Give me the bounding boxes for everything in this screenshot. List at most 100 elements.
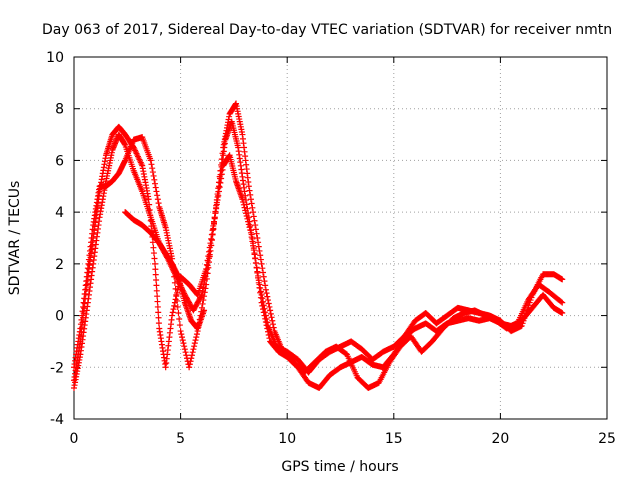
data-point-marker — [218, 175, 225, 182]
data-point-marker — [265, 297, 272, 304]
data-point-marker — [209, 231, 216, 238]
x-tick-label: 10 — [278, 431, 296, 447]
data-point-marker — [187, 358, 194, 365]
data-point-marker — [177, 328, 184, 335]
data-point-marker — [152, 184, 159, 191]
data-point-marker — [211, 219, 218, 226]
data-point-marker — [152, 180, 159, 187]
data-point-marker — [257, 256, 264, 263]
x-tick-label: 25 — [598, 431, 616, 447]
data-point-marker — [179, 337, 186, 344]
data-point-marker — [206, 253, 213, 260]
data-point-marker — [240, 201, 247, 208]
data-point-marker — [259, 265, 266, 272]
data-point-marker — [252, 255, 259, 262]
data-point-marker — [176, 322, 183, 329]
data-point-marker — [267, 310, 274, 317]
data-point-marker — [213, 205, 220, 212]
data-point-marker — [145, 196, 152, 203]
data-point-marker — [257, 252, 264, 259]
data-point-marker — [247, 196, 254, 203]
data-point-marker — [215, 188, 222, 195]
data-point-marker — [182, 349, 189, 356]
plot-frame — [73, 56, 608, 420]
data-point-marker — [193, 331, 200, 338]
data-point-marker — [217, 179, 224, 186]
data-point-marker — [154, 298, 161, 305]
data-point-marker — [559, 299, 566, 306]
data-point-marker — [256, 281, 263, 288]
data-point-marker — [201, 293, 208, 300]
y-tick-label: -2 — [50, 360, 64, 376]
data-point-marker — [211, 214, 218, 221]
data-point-marker — [179, 334, 186, 341]
data-point-marker — [254, 235, 261, 241]
data-point-marker — [249, 238, 256, 245]
data-point-marker — [257, 284, 264, 291]
data-point-marker — [149, 239, 156, 246]
data-point-marker — [171, 279, 178, 286]
data-point-marker — [155, 200, 162, 207]
data-point-marker — [200, 297, 207, 304]
data-point-marker — [153, 188, 160, 195]
data-point-marker — [175, 309, 182, 316]
data-point-marker — [264, 319, 271, 326]
data-point-marker — [151, 176, 158, 183]
data-point-marker — [251, 217, 258, 224]
data-point-marker — [192, 337, 199, 344]
data-point-marker — [258, 291, 265, 298]
data-point-marker — [178, 331, 185, 338]
data-point-marker — [261, 305, 268, 312]
data-point-marker — [154, 303, 161, 310]
data-point-marker — [155, 309, 162, 316]
data-point-marker — [250, 242, 257, 249]
data-point-marker — [208, 236, 215, 243]
data-point-marker — [191, 340, 198, 347]
data-point-marker — [242, 207, 249, 214]
data-point-marker — [219, 150, 226, 157]
data-point-marker — [246, 224, 253, 231]
data-point-marker — [214, 197, 221, 204]
data-point-marker — [189, 349, 196, 356]
data-point-marker — [269, 317, 276, 324]
data-point-marker — [263, 290, 270, 297]
data-point-marker — [181, 343, 188, 350]
data-point-marker — [173, 291, 180, 298]
data-point-marker — [205, 264, 212, 271]
data-point-marker — [218, 156, 225, 163]
data-point-marker — [170, 306, 177, 313]
data-point-marker — [257, 288, 264, 295]
data-point-marker — [262, 286, 269, 293]
x-tick-label: 20 — [491, 431, 509, 447]
y-axis-ticks: -4 -2 0 2 4 6 8 10 — [46, 50, 607, 428]
data-point-marker — [245, 221, 252, 228]
data-point-marker — [148, 161, 155, 168]
data-point-marker — [253, 264, 260, 271]
data-point-marker — [193, 334, 200, 341]
data-point-marker — [212, 210, 219, 217]
data-point-marker — [147, 217, 154, 224]
data-point-marker — [252, 259, 259, 266]
data-point-marker — [250, 209, 257, 216]
y-tick-label: -4 — [50, 412, 64, 428]
data-point-marker — [259, 295, 266, 302]
data-point-marker — [250, 213, 257, 220]
data-point-marker — [147, 212, 154, 219]
data-point-marker — [250, 247, 257, 254]
data-point-marker — [260, 269, 267, 276]
y-tick-label: 8 — [55, 102, 64, 118]
y-tick-label: 10 — [46, 50, 64, 66]
data-point-marker — [154, 196, 161, 203]
data-point-marker — [190, 346, 197, 353]
data-point-marker — [267, 307, 274, 314]
x-axis-label: GPS time / hours — [281, 459, 398, 475]
data-point-marker — [203, 275, 210, 282]
y-tick-label: 2 — [55, 257, 64, 273]
data-point-marker — [153, 277, 160, 284]
data-point-marker — [208, 242, 215, 249]
data-point-marker — [261, 278, 268, 285]
data-point-marker — [264, 293, 271, 300]
data-point-marker — [206, 248, 213, 255]
data-point-marker — [183, 352, 190, 359]
